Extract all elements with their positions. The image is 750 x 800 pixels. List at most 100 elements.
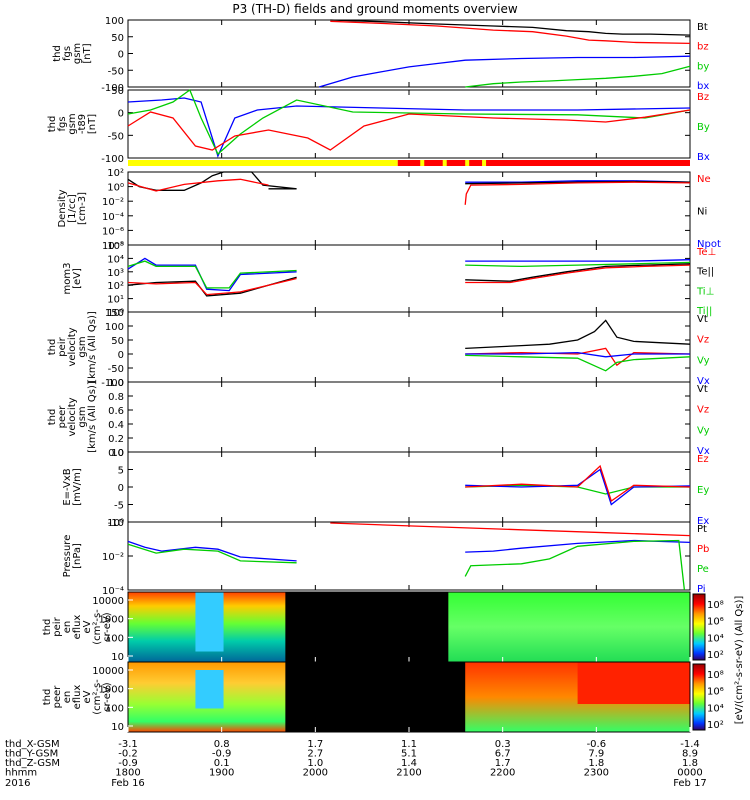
spectrogram-peer: 10000 1000 100 10 thdpeerenefluxeV(cm²-s-sr-… bbox=[42, 661, 724, 733]
ephemeris-table: thd_X-GSM -3.1 0.8 1.7 1.1 0.3 -0.6 -1.4 thd_Y-G… bbox=[5, 739, 707, 789]
ylabel-line: gsm bbox=[77, 336, 88, 357]
ylabel-line: thd bbox=[47, 116, 58, 133]
ytick-label: 10⁻⁴ bbox=[102, 586, 124, 597]
panel-ylabel: thdpeervelocitygsm[km/s (All Qs)] bbox=[47, 381, 98, 453]
ylabel-line: Pressure bbox=[62, 535, 73, 578]
panel-frame bbox=[127, 19, 691, 88]
spectrogram-region bbox=[195, 592, 224, 652]
ephemeris-value: 8.9 bbox=[682, 749, 698, 760]
ephemeris-value: 0000 bbox=[677, 768, 702, 779]
series-line bbox=[465, 319, 691, 350]
ytick-label: 10⁰ bbox=[107, 308, 124, 319]
legend-entry: Te|| bbox=[696, 267, 714, 278]
spectrogram-ylabel: thdpeirenefluxeV(cm²-s-sr-eV) bbox=[42, 609, 113, 645]
ytick-label: -50 bbox=[108, 66, 124, 77]
ytick-label: -5 bbox=[114, 501, 124, 512]
ylabel-line: eflux bbox=[72, 615, 83, 640]
panel-frame bbox=[127, 89, 691, 159]
ytick-label: 10⁴ bbox=[107, 254, 124, 265]
series-line bbox=[465, 468, 691, 506]
ytick-label: 50 bbox=[111, 86, 124, 97]
ephemeris-label: thd_X-GSM bbox=[5, 739, 60, 750]
ytick-label: 0 bbox=[118, 50, 124, 61]
panel-ylabel: thdfgsgsm-t89[nT] bbox=[47, 113, 98, 134]
ephemeris-value: 1.1 bbox=[401, 739, 417, 750]
legend-entry: Vt bbox=[697, 384, 708, 395]
ephemeris-value: 1.0 bbox=[307, 758, 323, 769]
ytick-label: 150 bbox=[105, 308, 124, 319]
ylabel-line: eV bbox=[82, 690, 93, 703]
ylabel-line: peir bbox=[57, 336, 68, 356]
ylabel-line: sr-eV) bbox=[102, 682, 113, 711]
series-line bbox=[465, 263, 691, 282]
colorbar-tick: 10⁸ bbox=[707, 670, 724, 681]
ylabel-line: E=-VxB bbox=[62, 468, 73, 505]
ylabel-line: thd bbox=[52, 45, 63, 62]
ytick-label: 10⁻² bbox=[102, 552, 124, 563]
series-line bbox=[330, 19, 691, 36]
ytick-label: 0.4 bbox=[108, 420, 124, 431]
panel-efield: 10 5 0 -5 -10 E=-VxB[mV/m] Ez Ey Ex bbox=[62, 448, 709, 529]
ephemeris-label: hhmm bbox=[5, 768, 37, 779]
ephemeris-value: 1900 bbox=[209, 768, 234, 779]
panel-vel2: 1.0 0.8 0.6 0.4 0.2 0.0 thdpeervelocitygsm[km/… bbox=[47, 378, 710, 459]
ylabel-line: gsm bbox=[67, 113, 78, 134]
ylabel-line: en bbox=[62, 621, 73, 634]
ephemeris-value: 2100 bbox=[396, 768, 421, 779]
colorbar bbox=[692, 663, 706, 731]
ephemeris-value: 2.7 bbox=[307, 749, 323, 760]
quality-segment bbox=[482, 160, 487, 166]
ytick-label: 10 bbox=[111, 722, 124, 733]
series-line bbox=[127, 97, 691, 158]
series-line bbox=[465, 464, 691, 503]
panel-ylabel: mom3[eV] bbox=[62, 263, 83, 295]
ytick-label: 1000 bbox=[99, 615, 124, 626]
ylabel-line: sr-eV) bbox=[102, 612, 113, 641]
legend-entry: Vx bbox=[697, 446, 710, 457]
ephemeris-value: 1.8 bbox=[682, 758, 698, 769]
ytick-label: 100 bbox=[105, 703, 124, 714]
legend-entry: Ti⊥ bbox=[696, 286, 714, 297]
footer-start-date: Feb 16 bbox=[111, 778, 145, 789]
panel-frame bbox=[127, 244, 691, 313]
series-line bbox=[330, 522, 691, 537]
ytick-label: 10² bbox=[107, 281, 124, 292]
quality-segment bbox=[442, 160, 447, 166]
ephemeris-value: 1.7 bbox=[495, 758, 511, 769]
legend-entry: Ti|| bbox=[696, 306, 712, 317]
ytick-label: -100 bbox=[101, 154, 124, 165]
footer-end-date: Feb 17 bbox=[673, 778, 707, 789]
ylabel-line: en bbox=[62, 691, 73, 704]
legend-entry: Ne bbox=[697, 174, 711, 185]
series-line bbox=[465, 264, 691, 284]
ylabel-line: velocity bbox=[67, 327, 78, 366]
colorbar-tick: 10⁶ bbox=[707, 687, 724, 698]
ylabel-line: [km/s (All Qs)] bbox=[87, 381, 98, 453]
ytick-label: 0 bbox=[118, 350, 124, 361]
panel-pressure: 10⁰ 10⁻² 10⁻⁴ Pressure[nPa] Pt Pb Pe Pi bbox=[62, 518, 709, 597]
ytick-label: 50 bbox=[111, 33, 124, 44]
ytick-label: 10⁰ bbox=[107, 518, 124, 529]
ytick-label: 10¹ bbox=[107, 295, 124, 306]
ylabel-line: peer bbox=[57, 405, 68, 429]
ylabel-line: [mV/m] bbox=[72, 468, 83, 506]
series-line bbox=[464, 181, 691, 205]
spectrogram-region bbox=[577, 662, 690, 704]
legend-entry: Vz bbox=[697, 335, 709, 346]
ylabel-line: thd bbox=[42, 689, 53, 706]
ytick-label: -100 bbox=[101, 378, 124, 389]
legend-entry: Ni bbox=[697, 207, 707, 218]
ephemeris-value: -1.4 bbox=[680, 739, 700, 750]
ylabel-line: [eV] bbox=[72, 268, 83, 289]
ylabel-line: fgs bbox=[57, 116, 68, 131]
ytick-label: 10 bbox=[111, 652, 124, 663]
ephemeris-value: 0.3 bbox=[495, 739, 511, 750]
ytick-label: -50 bbox=[108, 131, 124, 142]
panel-ylabel: E=-VxB[mV/m] bbox=[62, 468, 83, 506]
legend-entry: Pi bbox=[697, 584, 706, 595]
series-line bbox=[465, 65, 691, 88]
quality-segment bbox=[420, 160, 425, 166]
page-title: P3 (TH-D) fields and ground moments over… bbox=[232, 2, 518, 16]
ytick-label: 10⁰ bbox=[107, 183, 124, 194]
ytick-label: 10⁻⁶ bbox=[102, 226, 124, 237]
